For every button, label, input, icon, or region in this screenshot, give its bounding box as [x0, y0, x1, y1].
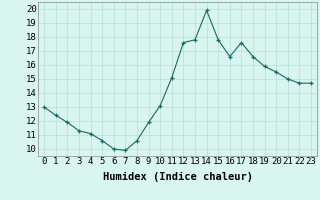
X-axis label: Humidex (Indice chaleur): Humidex (Indice chaleur)	[103, 172, 252, 182]
